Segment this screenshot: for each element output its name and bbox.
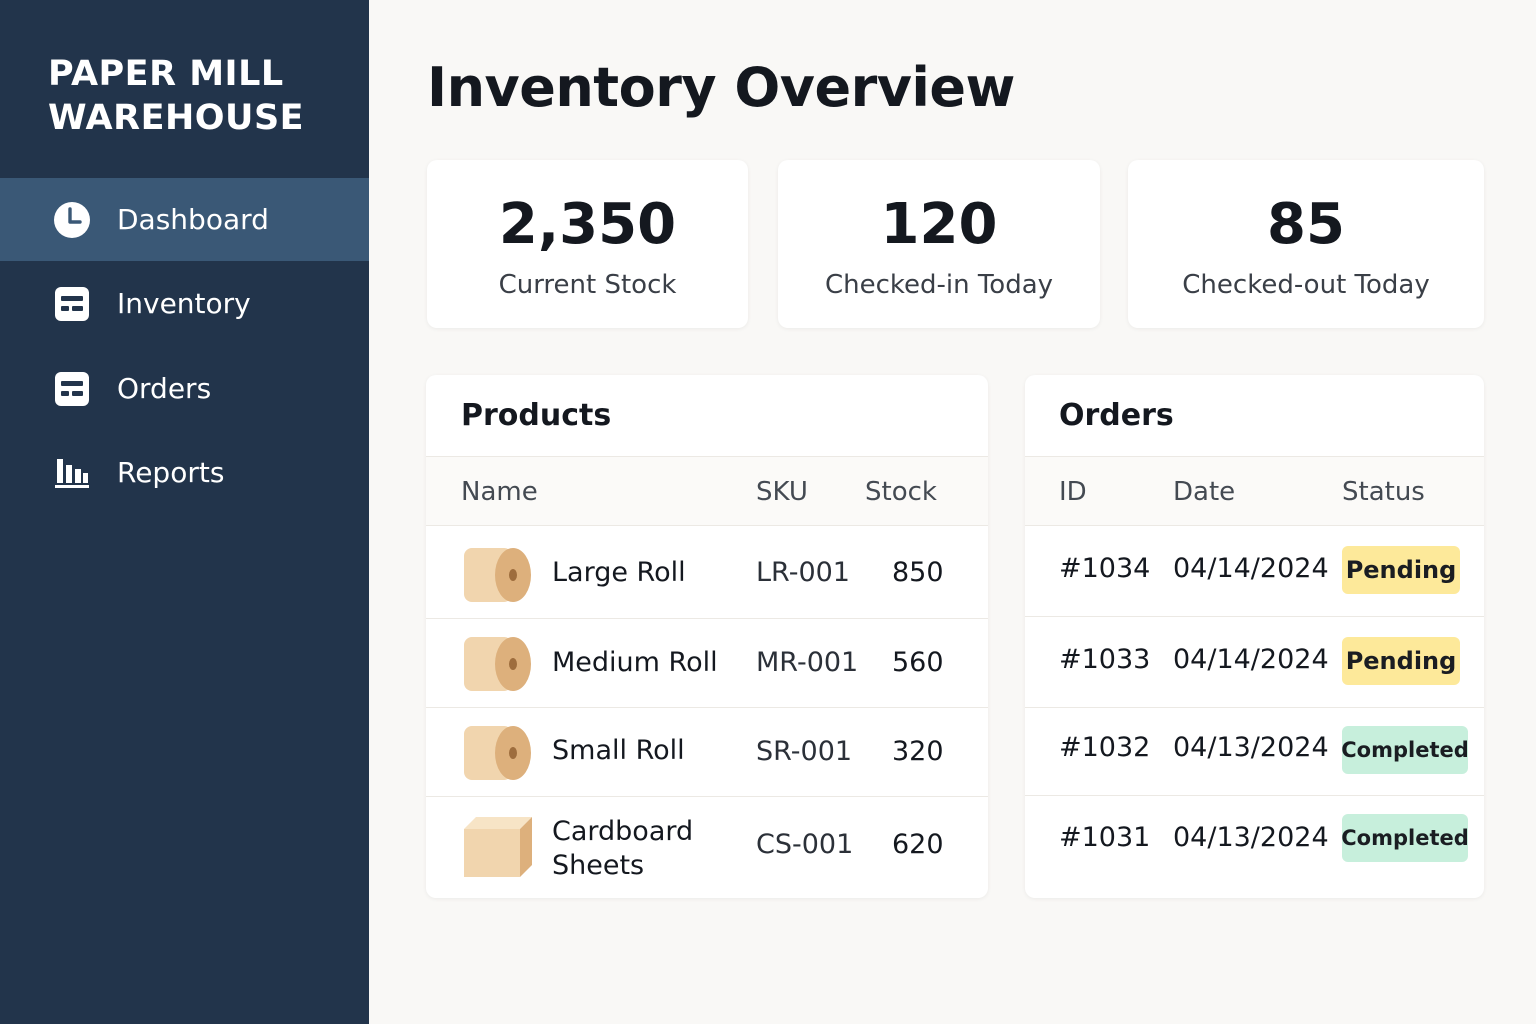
stat-label: Checked-out Today (1182, 270, 1430, 300)
status-badge: Completed (1341, 814, 1469, 862)
product-sku: LR-001 (756, 557, 850, 588)
product-sku: CS-001 (756, 829, 854, 860)
bar-chart-icon (53, 454, 91, 492)
stat-value: 85 (1267, 192, 1345, 257)
list-box-icon (53, 370, 91, 408)
product-sku: SR-001 (756, 736, 853, 767)
cardboard-box-icon (462, 815, 532, 886)
product-stock: 620 (892, 829, 944, 860)
product-sku: MR-001 (756, 647, 859, 678)
orders-table-header: ID Date Status (1025, 457, 1484, 526)
stat-value: 2,350 (498, 192, 677, 257)
column-header-status: Status (1342, 477, 1425, 507)
stat-label: Checked-in Today (824, 270, 1054, 300)
product-name: Cardboard Sheets (552, 815, 693, 883)
product-name: Large Roll (552, 557, 686, 588)
sidebar-item-label: Orders (117, 372, 212, 405)
stat-label: Current Stock (498, 270, 677, 300)
table-row[interactable]: Cardboard Sheets CS-001 620 (426, 797, 988, 897)
sidebar-item-label: Inventory (117, 287, 251, 320)
column-header-name: Name (461, 477, 538, 507)
order-id: #1032 (1059, 732, 1151, 763)
product-name-line-1: Cardboard (552, 816, 694, 847)
table-row[interactable]: #1031 04/13/2024 Completed (1025, 796, 1484, 896)
status-badge: Pending (1342, 546, 1460, 594)
status-badge: Completed (1341, 726, 1469, 774)
product-stock: 850 (892, 557, 944, 588)
sidebar-item-reports[interactable]: Reports (0, 431, 369, 514)
sidebar-item-orders[interactable]: Orders (0, 347, 369, 430)
product-stock: 560 (892, 647, 944, 678)
product-name: Small Roll (552, 735, 685, 766)
brand-line-2: WAREHOUSE (48, 98, 305, 138)
table-row[interactable]: #1033 04/14/2024 Pending (1025, 617, 1484, 708)
column-header-id: ID (1059, 477, 1087, 507)
sidebar-item-inventory[interactable]: Inventory (0, 262, 369, 345)
column-header-stock: Stock (865, 477, 937, 507)
stat-value: 120 (880, 192, 998, 257)
order-id: #1031 (1059, 822, 1151, 853)
brand-title: PAPER MILL WAREHOUSE (48, 52, 348, 140)
table-row[interactable]: #1034 04/14/2024 Pending (1025, 526, 1484, 617)
sidebar-item-dashboard[interactable]: Dashboard (0, 178, 369, 261)
status-badge: Pending (1342, 637, 1460, 685)
sidebar: PAPER MILL WAREHOUSE Dashboard Inventory (0, 0, 369, 1024)
order-date: 04/14/2024 (1173, 553, 1329, 584)
table-row[interactable]: Large Roll LR-001 850 (426, 526, 988, 619)
products-table-header: Name SKU Stock (426, 457, 988, 526)
orders-title: Orders (1025, 375, 1484, 457)
column-header-sku: SKU (756, 477, 808, 507)
orders-panel: Orders ID Date Status #1034 04/14/2024 P… (1025, 375, 1484, 898)
order-id: #1033 (1059, 644, 1151, 675)
order-date: 04/13/2024 (1173, 732, 1329, 763)
order-id: #1034 (1059, 553, 1151, 584)
products-panel: Products Name SKU Stock Large Roll LR-00… (426, 375, 988, 898)
table-row[interactable]: Small Roll SR-001 320 (426, 708, 988, 797)
column-header-date: Date (1173, 477, 1236, 507)
page-title: Inventory Overview (427, 56, 1015, 119)
brand-line-1: PAPER MILL (48, 54, 284, 94)
table-row[interactable]: #1032 04/13/2024 Completed (1025, 708, 1484, 796)
stat-card-checked-out: 85 Checked-out Today (1128, 160, 1484, 328)
paper-roll-icon (462, 724, 532, 789)
product-name: Medium Roll (552, 647, 718, 678)
clock-icon (53, 201, 91, 239)
order-date: 04/14/2024 (1173, 644, 1329, 675)
paper-roll-icon (462, 546, 532, 611)
stat-card-checked-in: 120 Checked-in Today (778, 160, 1100, 328)
order-date: 04/13/2024 (1173, 822, 1329, 853)
list-box-icon (53, 285, 91, 323)
product-stock: 320 (892, 736, 944, 767)
table-row[interactable]: Medium Roll MR-001 560 (426, 619, 988, 708)
sidebar-item-label: Reports (117, 456, 225, 489)
stat-card-current-stock: 2,350 Current Stock (427, 160, 748, 328)
product-name-line-2: Sheets (552, 850, 645, 881)
sidebar-item-label: Dashboard (117, 203, 269, 236)
paper-roll-icon (462, 635, 532, 700)
products-title: Products (426, 375, 988, 457)
